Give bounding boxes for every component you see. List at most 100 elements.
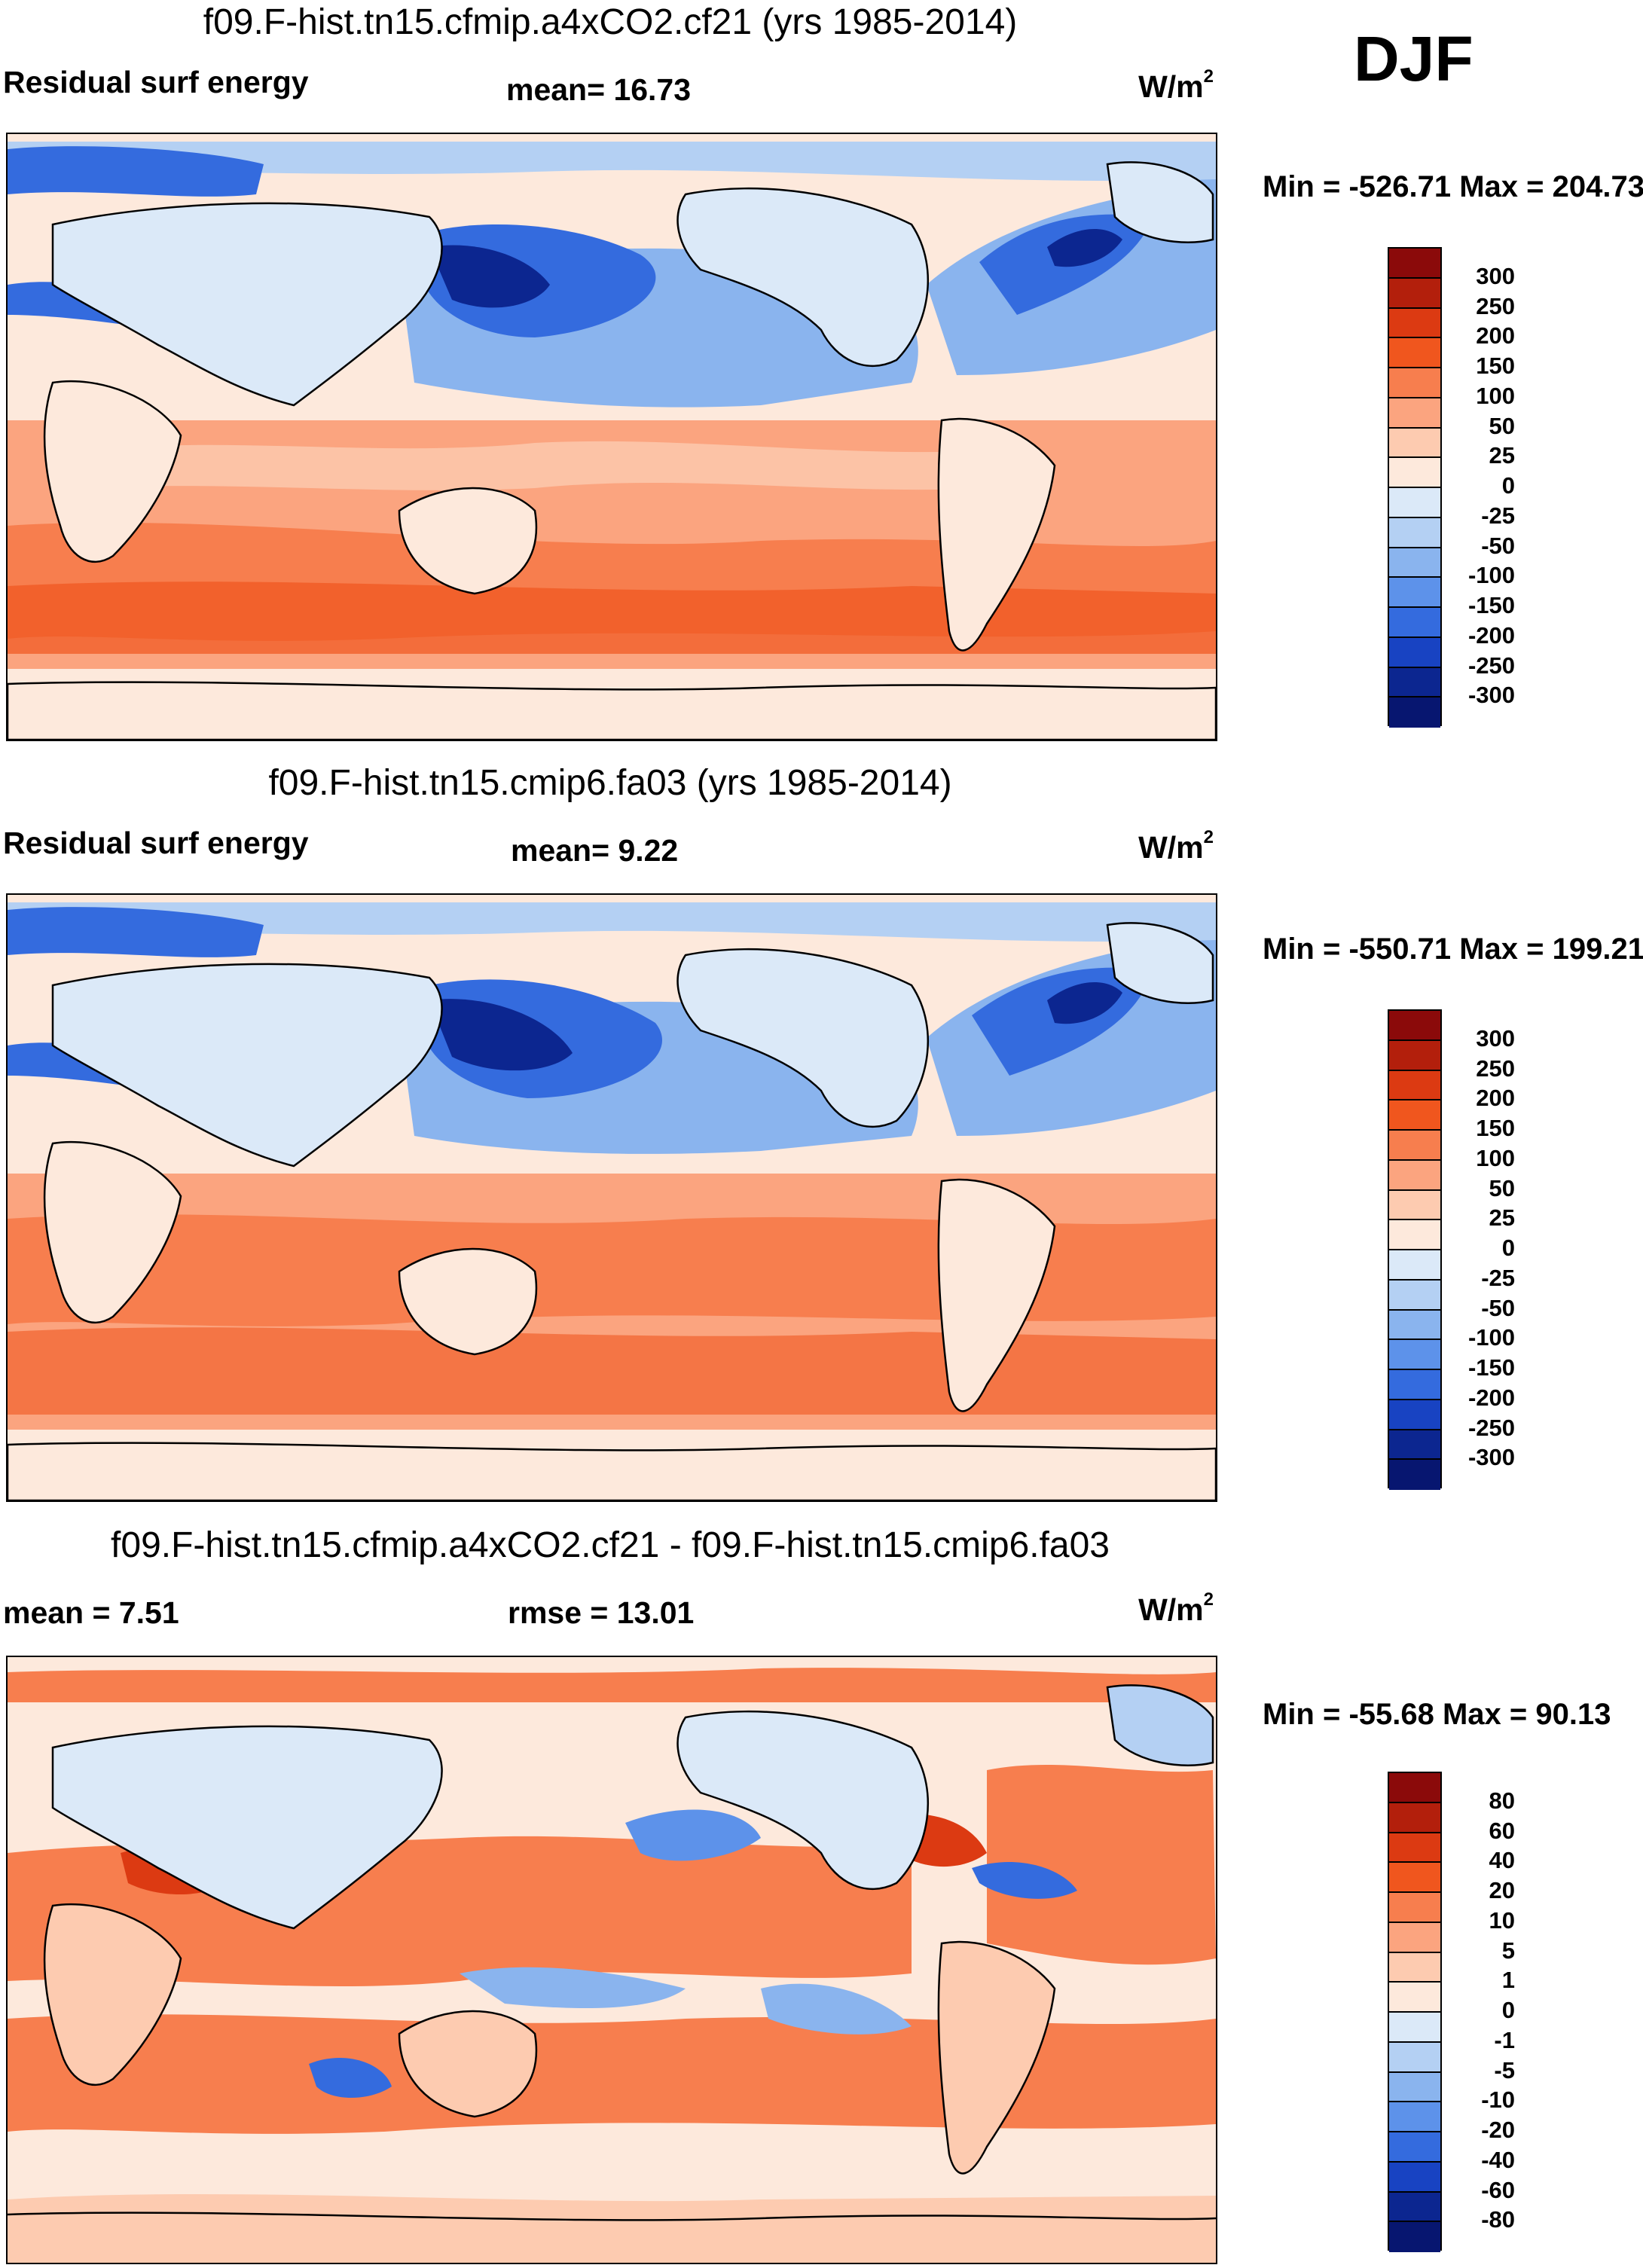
colorbar-swatch: [1389, 2222, 1440, 2252]
panel-3-colorbar-swatches: [1388, 1772, 1442, 2252]
colorbar-tick-label: -250: [1467, 652, 1515, 679]
colorbar-swatch: [1389, 1310, 1440, 1341]
colorbar-swatch: [1389, 2162, 1440, 2193]
colorbar-swatch: [1389, 338, 1440, 368]
panel-3-rmse: rmse = 13.01: [508, 1595, 695, 1630]
panel-1-minmax: Min = -526.71 Max = 204.73: [1263, 170, 1643, 203]
colorbar-swatch: [1389, 1983, 1440, 2013]
colorbar-swatch: [1389, 398, 1440, 429]
colorbar-swatch: [1389, 1833, 1440, 1864]
colorbar-swatch: [1389, 1952, 1440, 1983]
panel-2-mean: mean= 9.22: [511, 833, 679, 868]
colorbar-tick-label: -200: [1467, 1384, 1515, 1411]
panel-1-units: W/m2: [1138, 66, 1214, 104]
colorbar-swatch: [1389, 2013, 1440, 2043]
colorbar-swatch: [1389, 1280, 1440, 1311]
colorbar-tick-label: -1: [1494, 2026, 1515, 2053]
colorbar-swatch: [1389, 1430, 1440, 1461]
panel-1-mean: mean= 16.73: [506, 72, 692, 107]
panel-2-map: [6, 893, 1217, 1502]
colorbar-swatch: [1389, 308, 1440, 339]
colorbar-tick-label: -300: [1467, 682, 1515, 709]
panel-3-map-svg: [8, 1657, 1216, 2263]
colorbar-tick-label: 10: [1489, 1906, 1515, 1934]
colorbar-swatch: [1389, 1460, 1440, 1490]
colorbar-swatch: [1389, 2132, 1440, 2163]
colorbar-swatch: [1389, 608, 1440, 638]
colorbar-swatch: [1389, 1250, 1440, 1281]
colorbar-swatch: [1389, 1893, 1440, 1923]
panel-3-title: f09.F-hist.tn15.cfmip.a4xCO2.cf21 - f09.…: [111, 1525, 1110, 1565]
colorbar-tick-label: -100: [1467, 1324, 1515, 1351]
colorbar-swatch: [1389, 1011, 1440, 1041]
panel-2-units: W/m2: [1138, 827, 1214, 865]
panel-3-map: [6, 1656, 1217, 2264]
colorbar-tick-label: -10: [1481, 2086, 1515, 2114]
panel-2-title: f09.F-hist.tn15.cmip6.fa03 (yrs 1985-201…: [268, 763, 952, 803]
colorbar-tick-label: 5: [1501, 1937, 1515, 1964]
colorbar-swatch: [1389, 1220, 1440, 1250]
colorbar-tick-label: -200: [1467, 621, 1515, 649]
colorbar-tick-label: -25: [1481, 502, 1515, 529]
season-label: DJF: [1354, 23, 1474, 94]
colorbar-swatch: [1389, 667, 1440, 698]
colorbar-tick-label: -40: [1481, 2146, 1515, 2173]
colorbar-swatch: [1389, 1400, 1440, 1430]
colorbar-tick-label: 100: [1476, 1144, 1515, 1171]
colorbar-swatch: [1389, 458, 1440, 488]
colorbar-swatch: [1389, 2042, 1440, 2073]
colorbar-swatch: [1389, 1040, 1440, 1071]
colorbar-tick-label: 0: [1501, 1997, 1515, 2023]
panel-2-variable-label: Residual surf energy: [3, 826, 309, 860]
colorbar-tick-label: -50: [1481, 532, 1515, 559]
colorbar-swatch: [1389, 1190, 1440, 1221]
colorbar-swatch: [1389, 517, 1440, 548]
colorbar-tick-label: -25: [1481, 1264, 1515, 1291]
colorbar-swatch: [1389, 2192, 1440, 2223]
colorbar-swatch: [1389, 548, 1440, 578]
panel-1-map: [6, 133, 1217, 741]
colorbar-tick-label: 300: [1476, 262, 1515, 289]
colorbar-tick-label: -50: [1481, 1294, 1515, 1321]
colorbar-swatch: [1389, 1922, 1440, 1953]
colorbar-tick-label: 60: [1489, 1817, 1515, 1844]
panel-2-colorbar-swatches: [1388, 1009, 1442, 1490]
colorbar-tick-label: 250: [1476, 292, 1515, 319]
colorbar-tick-label: -60: [1481, 2176, 1515, 2203]
colorbar-tick-label: 20: [1489, 1877, 1515, 1903]
colorbar-tick-label: -5: [1494, 2056, 1515, 2083]
colorbar-tick-label: -80: [1481, 2206, 1515, 2233]
colorbar-tick-label: 25: [1489, 1204, 1515, 1232]
colorbar-tick-label: 0: [1501, 472, 1515, 499]
colorbar-swatch: [1389, 697, 1440, 728]
colorbar-swatch: [1389, 428, 1440, 459]
colorbar-swatch: [1389, 1802, 1440, 1833]
colorbar-tick-label: 300: [1476, 1024, 1515, 1052]
colorbar-tick-label: 250: [1476, 1055, 1515, 1082]
panel-2-map-svg: [8, 895, 1216, 1500]
colorbar-swatch: [1389, 488, 1440, 518]
colorbar-swatch: [1389, 578, 1440, 608]
colorbar-tick-label: 80: [1489, 1787, 1515, 1814]
colorbar-tick-label: 200: [1476, 1085, 1515, 1112]
panel-2-minmax: Min = -550.71 Max = 199.21: [1263, 933, 1643, 966]
panel-3-units: W/m2: [1138, 1589, 1214, 1627]
panel-3-mean: mean = 7.51: [3, 1595, 179, 1630]
colorbar-tick-label: -20: [1481, 2117, 1515, 2143]
colorbar-swatch: [1389, 1863, 1440, 1893]
colorbar-tick-label: 1: [1501, 1967, 1515, 1994]
panel-1-title: f09.F-hist.tn15.cfmip.a4xCO2.cf21 (yrs 1…: [203, 2, 1018, 42]
colorbar-swatch: [1389, 1131, 1440, 1161]
colorbar-swatch: [1389, 1160, 1440, 1191]
colorbar-tick-label: 50: [1489, 412, 1515, 439]
colorbar-swatch: [1389, 249, 1440, 279]
colorbar-swatch: [1389, 637, 1440, 668]
colorbar-tick-label: -100: [1467, 562, 1515, 589]
panel-1-colorbar-swatches: [1388, 247, 1442, 728]
colorbar-tick-label: 40: [1489, 1847, 1515, 1874]
colorbar-tick-label: -300: [1467, 1444, 1515, 1471]
colorbar-tick-label: 200: [1476, 322, 1515, 350]
colorbar-tick-label: 0: [1501, 1235, 1515, 1261]
colorbar-tick-label: 150: [1476, 1115, 1515, 1141]
colorbar-swatch: [1389, 1100, 1440, 1131]
